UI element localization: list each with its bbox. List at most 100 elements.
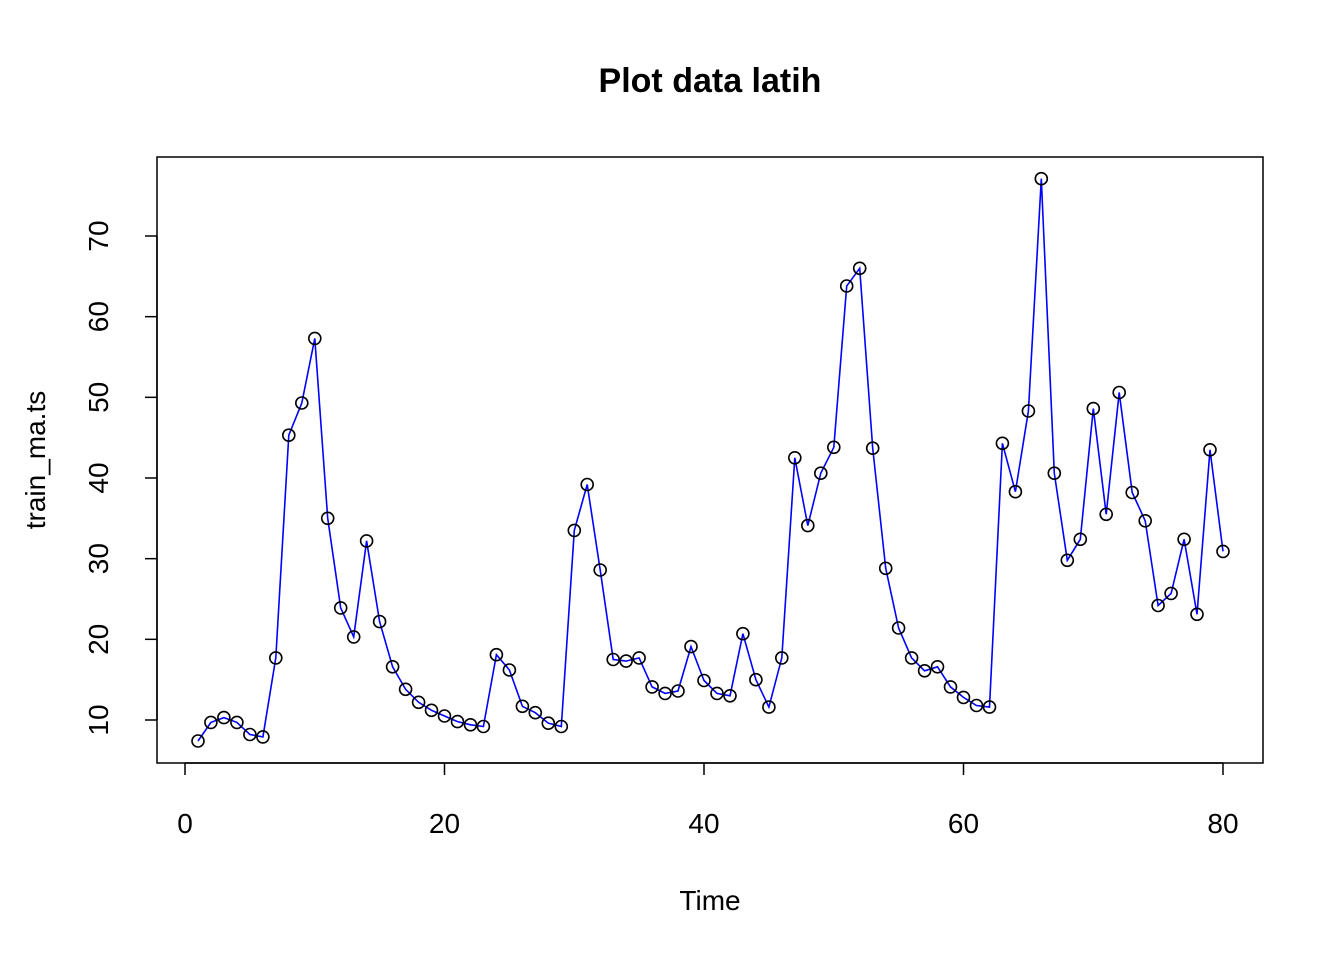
y-tick-label: 20 xyxy=(83,624,114,655)
data-point xyxy=(385,659,400,674)
data-point xyxy=(411,695,426,710)
series-line xyxy=(197,178,1224,742)
data-point xyxy=(1112,385,1126,400)
y-tick-label: 60 xyxy=(83,301,114,332)
data-point xyxy=(710,686,724,701)
x-tick-label: 40 xyxy=(688,808,719,839)
data-point xyxy=(1034,171,1049,186)
data-point xyxy=(800,518,815,533)
data-point xyxy=(606,652,621,667)
y-axis: 10 20 30 40 50 60 70 xyxy=(83,220,158,736)
data-point xyxy=(580,477,595,492)
data-point xyxy=(502,663,517,677)
data-point xyxy=(437,709,452,723)
data-point xyxy=(697,673,711,688)
data-point xyxy=(476,719,491,734)
data-point xyxy=(865,441,880,456)
data-point xyxy=(528,705,543,720)
data-point xyxy=(839,279,854,293)
data-point xyxy=(294,396,309,410)
y-axis-label: train_ma.ts xyxy=(20,391,51,530)
data-point xyxy=(1073,532,1088,547)
data-point xyxy=(541,716,556,731)
data-point xyxy=(346,630,361,644)
y-tick-label: 70 xyxy=(83,220,114,251)
data-point xyxy=(1190,607,1204,622)
data-point xyxy=(1203,442,1217,457)
data-point xyxy=(515,699,530,714)
y-tick-label: 30 xyxy=(83,543,114,574)
data-point xyxy=(489,647,504,662)
data-point xyxy=(852,261,867,276)
x-tick-label: 0 xyxy=(177,808,193,839)
data-point xyxy=(1021,404,1036,418)
data-point xyxy=(878,561,893,576)
x-tick-label: 80 xyxy=(1207,808,1238,839)
data-point xyxy=(554,719,569,734)
data-point xyxy=(1151,598,1165,613)
data-point xyxy=(736,626,750,641)
data-point xyxy=(762,700,776,714)
data-point xyxy=(930,659,945,674)
x-tick-label: 60 xyxy=(948,808,979,839)
data-point xyxy=(1060,553,1075,568)
data-point xyxy=(204,715,218,730)
chart-title: Plot data latih xyxy=(599,62,822,100)
data-point xyxy=(567,523,582,538)
data-point xyxy=(826,440,841,455)
y-tick-label: 40 xyxy=(83,462,114,493)
data-point xyxy=(217,710,231,725)
data-point xyxy=(243,727,257,742)
data-point xyxy=(333,601,348,615)
data-point xyxy=(956,690,971,705)
data-point xyxy=(645,680,659,694)
data-point xyxy=(1125,485,1139,500)
data-point xyxy=(619,654,633,668)
data-point xyxy=(230,715,244,730)
data-point xyxy=(1138,513,1152,528)
data-point xyxy=(359,534,374,548)
x-tick-label: 20 xyxy=(429,808,460,839)
data-point xyxy=(632,651,646,665)
data-point xyxy=(891,621,906,635)
data-point xyxy=(787,450,802,465)
data-point xyxy=(256,730,270,744)
data-point xyxy=(1216,544,1230,559)
data-point xyxy=(398,682,413,697)
data-point xyxy=(658,686,672,701)
data-point xyxy=(372,614,387,629)
x-axis-label: Time xyxy=(679,885,740,916)
x-axis: 0 20 40 60 80 xyxy=(177,762,1239,839)
data-point xyxy=(904,651,919,665)
data-point xyxy=(268,651,283,665)
data-point xyxy=(307,331,322,346)
data-point xyxy=(774,651,789,665)
data-point xyxy=(917,663,932,678)
data-point xyxy=(1008,484,1023,499)
data-point xyxy=(982,700,997,714)
data-point xyxy=(1086,401,1101,416)
data-point xyxy=(281,428,296,443)
data-point xyxy=(671,684,685,698)
y-tick-label: 50 xyxy=(83,382,114,413)
data-point xyxy=(813,466,828,481)
data-point xyxy=(450,714,465,729)
data-point xyxy=(995,436,1010,451)
data-point xyxy=(749,672,763,687)
data-point xyxy=(1177,532,1191,547)
data-point xyxy=(593,563,608,577)
data-point xyxy=(723,688,737,703)
data-point xyxy=(684,639,698,654)
data-point xyxy=(424,703,439,718)
data-point xyxy=(191,734,205,748)
data-points xyxy=(191,171,1230,748)
data-point xyxy=(1099,507,1113,522)
data-point xyxy=(1047,466,1062,481)
data-point xyxy=(1164,586,1178,601)
y-tick-label: 10 xyxy=(83,704,114,735)
data-point xyxy=(463,717,478,732)
data-point xyxy=(969,698,984,713)
data-point xyxy=(320,511,335,526)
data-point xyxy=(943,680,958,694)
